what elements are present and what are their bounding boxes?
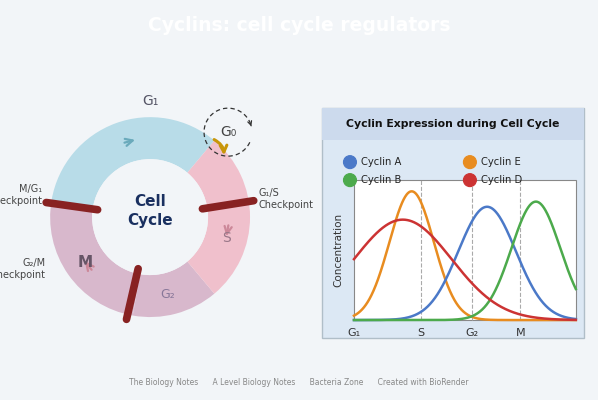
Text: G₁: G₁ <box>142 94 158 108</box>
Circle shape <box>92 159 208 275</box>
Text: M: M <box>515 328 525 338</box>
Text: G₁/S
Checkpoint: G₁/S Checkpoint <box>258 188 313 210</box>
Circle shape <box>463 174 477 187</box>
Text: G₀: G₀ <box>220 125 236 139</box>
Text: G₂: G₂ <box>160 288 175 300</box>
Text: G₂/M
Checkpoint: G₂/M Checkpoint <box>0 258 45 280</box>
Text: Cell
Cycle: Cell Cycle <box>127 194 173 228</box>
Circle shape <box>343 156 356 169</box>
Wedge shape <box>51 117 214 207</box>
Text: Cyclin B: Cyclin B <box>361 175 401 185</box>
Wedge shape <box>50 200 140 316</box>
Text: M/G₁
Checkpoint: M/G₁ Checkpoint <box>0 184 42 206</box>
Wedge shape <box>133 262 214 317</box>
Text: S: S <box>417 328 424 338</box>
Text: Cyclin A: Cyclin A <box>361 157 401 167</box>
Wedge shape <box>187 140 250 294</box>
Text: Concentration: Concentration <box>333 213 343 287</box>
Text: Cyclin D: Cyclin D <box>481 175 522 185</box>
Text: G₂: G₂ <box>465 328 478 338</box>
FancyArrowPatch shape <box>214 140 227 152</box>
Text: The Biology Notes      A Level Biology Notes      Bacteria Zone      Created wit: The Biology Notes A Level Biology Notes … <box>129 378 469 386</box>
Circle shape <box>343 174 356 187</box>
Bar <box>354 180 576 320</box>
Text: S: S <box>222 230 231 244</box>
Text: Cyclin E: Cyclin E <box>481 157 521 167</box>
Text: Cyclins: cell cycle regulators: Cyclins: cell cycle regulators <box>148 16 450 35</box>
Text: M: M <box>78 255 93 270</box>
Bar <box>322 108 584 140</box>
Circle shape <box>463 156 477 169</box>
FancyBboxPatch shape <box>322 108 584 338</box>
Text: G₁: G₁ <box>347 328 361 338</box>
Text: Cyclin Expression during Cell Cycle: Cyclin Expression during Cell Cycle <box>346 119 560 129</box>
